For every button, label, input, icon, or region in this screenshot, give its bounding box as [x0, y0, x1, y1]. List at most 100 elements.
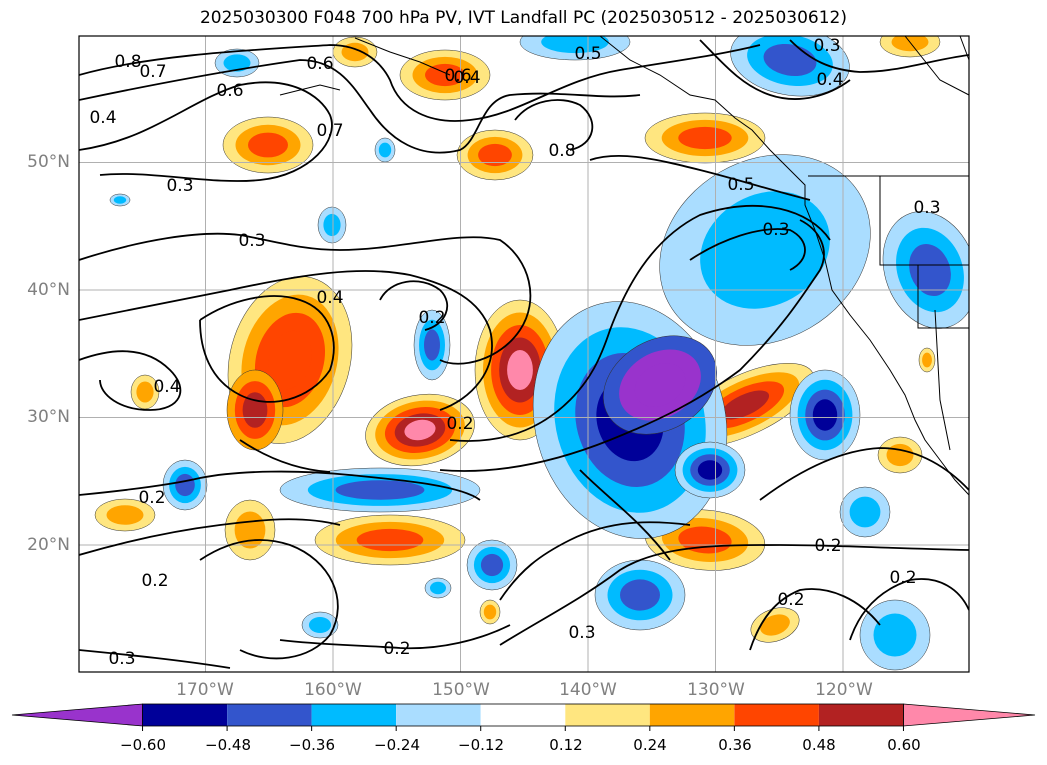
colorbar-extend-high: [903, 703, 1036, 727]
pv-contour-line: [199, 295, 335, 403]
ivt-anomaly-patch: [430, 581, 446, 595]
pv-contour-line: [749, 588, 881, 651]
pv-contour-label: 0.6: [216, 81, 243, 101]
colorbar-tick-label: −0.12: [458, 736, 504, 754]
pv-contour-label: 0.6: [444, 66, 471, 86]
ivt-anomaly-patch: [700, 191, 830, 309]
ivt-anomaly-patch: [478, 143, 512, 167]
colorbar-bin: [649, 704, 735, 726]
lon-label-150w: 150°W: [432, 680, 490, 700]
coast-line: [354, 37, 451, 76]
pv-contour-line: [199, 539, 339, 660]
pv-contour-label: 0.4: [153, 377, 180, 397]
lat-label-20n: 20°N: [27, 535, 70, 555]
ivt-anomaly-patch: [480, 553, 504, 577]
pv-contour-lines: [79, 39, 969, 669]
pv-contour-label: 0.2: [446, 414, 473, 434]
coast-line: [934, 309, 951, 451]
lon-label-160w: 160°W: [304, 680, 362, 700]
pv-contour-line: [849, 578, 969, 641]
coast-line: [879, 176, 969, 266]
pv-contour-label: 0.4: [453, 68, 480, 88]
pv-contour-label: 0.2: [418, 308, 445, 328]
ivt-anomaly-patch: [378, 142, 392, 158]
pv-contour-label: 0.5: [574, 44, 601, 64]
colorbar-extend-low: [11, 703, 143, 727]
pv-contour-labels: 0.80.7 0.60.60.70.5 0.30.40.40.60.80.50.30…: [89, 36, 940, 669]
ivt-anomaly-patch: [404, 419, 436, 441]
colorbar-tick-label: 0.36: [718, 736, 752, 754]
pv-contour-line: [499, 521, 691, 601]
colorbar-bin: [818, 704, 904, 726]
ivt-anomaly-patch: [507, 350, 533, 390]
ivt-anomaly-patch: [175, 473, 195, 497]
lat-label-30n: 30°N: [27, 407, 70, 427]
colorbar-bin: [142, 704, 227, 726]
pv-contour-line: [589, 154, 811, 201]
colorbar-bin: [311, 704, 397, 726]
colorbar-bin: [396, 704, 481, 726]
pv-contour-label: 0.7: [316, 121, 343, 141]
pv-contour-label: 0.8: [548, 141, 575, 161]
ivt-anomaly-patch: [335, 480, 425, 500]
pv-contour-label: 0.2: [889, 568, 916, 588]
colorbar-tick-label: 0.24: [633, 736, 667, 754]
ivt-anomaly-patch: [425, 63, 465, 87]
colorbar-tick-label: −0.48: [205, 736, 251, 754]
lat-label-50n: 50°N: [27, 152, 70, 172]
colorbar-bin: [480, 704, 566, 726]
pv-contour-line: [379, 280, 449, 331]
ivt-anomaly-patch: [922, 352, 932, 368]
colorbar-outline: [142, 703, 904, 727]
pv-contour-label: 0.2: [138, 488, 165, 508]
ivt-anomaly-patch: [113, 196, 127, 204]
lon-label-170w: 170°W: [176, 680, 234, 700]
plot-frame: [78, 35, 970, 673]
pv-contour-label: 0.4: [816, 70, 843, 90]
pv-contour-line: [689, 228, 806, 271]
pv-contour-label: 0.3: [166, 176, 193, 196]
pv-contour-label: 0.7: [139, 62, 166, 82]
pv-contour-label: 0.5: [727, 175, 754, 195]
colorbar-tick-label: 0.48: [802, 736, 836, 754]
pv-contour-line: [79, 270, 493, 411]
pv-contour-label: 0.3: [762, 220, 789, 240]
ivt-anomaly-patch: [720, 390, 770, 420]
colorbar: [11, 703, 1036, 731]
ivt-anomaly-patch: [356, 528, 424, 552]
ivt-anomaly-patch: [268, 330, 312, 390]
colorbar-bin: [565, 704, 650, 726]
ivt-anomaly-patch: [760, 614, 790, 636]
pv-contour-line: [789, 39, 969, 73]
ivt-anomaly-patch: [678, 126, 732, 150]
pv-contour-label: 0.4: [316, 288, 343, 308]
colorbar-tick-label: 0.12: [549, 736, 583, 754]
colorbar-tick-label: 0.60: [887, 736, 921, 754]
pv-contour-label: 0.3: [913, 198, 940, 218]
colorbar-tick-label: −0.36: [289, 736, 335, 754]
colorbar-tick-label: −0.24: [374, 736, 420, 754]
ivt-anomaly-patch: [483, 604, 497, 620]
ivt-anomaly-patch: [248, 132, 288, 158]
ivt-anomaly-patch: [136, 381, 154, 403]
ivt-anomaly-patch: [891, 36, 929, 52]
ivt-anomaly-patch: [812, 399, 838, 431]
pv-contour-line: [239, 439, 331, 473]
ivt-anomaly-patch: [308, 617, 332, 633]
pv-contour-line: [79, 81, 333, 182]
pv-contour-line: [79, 470, 481, 501]
pv-contour-label: 0.2: [777, 590, 804, 610]
pv-contour-line: [79, 232, 532, 365]
pv-contour-label: 0.4: [89, 108, 116, 128]
ivt-anomaly-patch: [849, 496, 881, 528]
pv-contour-label: 0.2: [383, 639, 410, 659]
colorbar-bin: [734, 704, 819, 726]
ivt-anomaly-patch: [541, 36, 609, 54]
ivt-anomaly-patch: [323, 213, 341, 237]
pv-contour-label: 0.3: [238, 231, 265, 251]
pv-contour-label: 0.3: [568, 623, 595, 643]
ivt-anomaly-patch: [909, 243, 951, 297]
pv-contour-line: [79, 350, 182, 411]
pv-contour-line: [579, 469, 671, 561]
pv-contour-line: [279, 624, 511, 650]
